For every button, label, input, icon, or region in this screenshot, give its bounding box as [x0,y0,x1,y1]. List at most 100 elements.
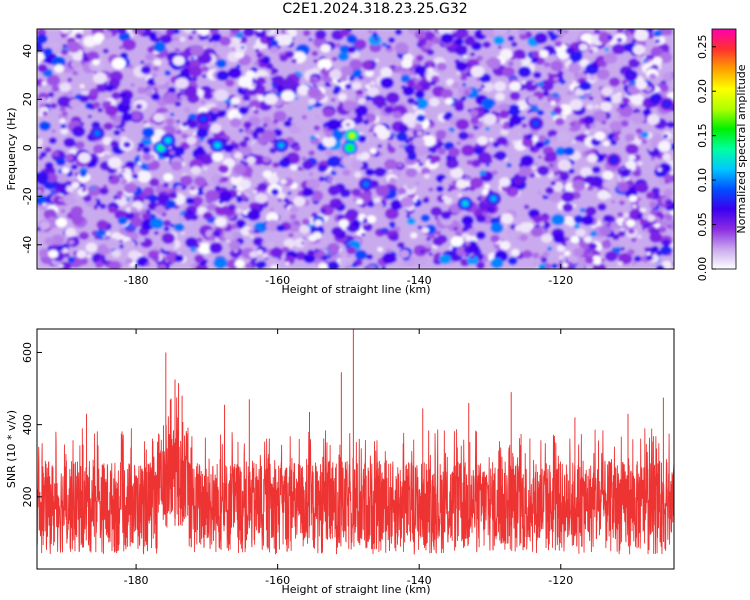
heatmap-cell [414,90,425,99]
heatmap-cell [136,147,142,152]
heatmap-cell [253,61,259,66]
heatmap-cell [592,110,607,122]
heatmap-cell [388,37,396,44]
heatmap-cell [283,198,290,203]
heatmap-cell [645,191,655,200]
heatmap-cell [630,155,636,160]
heatmap-cell [63,252,70,258]
heatmap-cell [265,219,280,232]
heatmap-cell [250,235,254,239]
heatmap-cell [302,187,314,197]
heatmap-cell [608,77,621,87]
heatmap-cell [616,253,621,257]
heatmap-cell [219,36,232,46]
heatmap-cell [564,250,571,256]
heatmap-cell [593,258,602,265]
heatmap-cell [464,36,476,47]
heatmap-cell [409,127,413,131]
heatmap-cell [238,76,253,88]
heatmap-cell [266,212,279,223]
heatmap-cell [342,169,351,176]
heatmap-cell [150,92,161,101]
heatmap-cell [601,258,605,262]
heatmap-cell [92,59,100,66]
heatmap-cell [179,94,187,101]
heatmap-cell [358,217,364,222]
heatmap-cell [120,128,126,132]
heatmap-cell [208,38,214,43]
heatmap-cell [524,80,538,92]
heatmap-cell [134,212,141,218]
heatmap-cell [454,37,464,46]
heatmap-cell [313,125,321,131]
heatmap-cell [332,88,340,95]
heatmap-cell [246,156,256,165]
heatmap-cell [588,96,594,101]
heatmap-cell [617,182,629,193]
heatmap-cell [345,122,351,127]
heatmap-cell [232,185,237,189]
heatmap-cell [439,254,452,265]
heatmap-cell [256,249,263,255]
heatmap-cell [329,197,343,209]
heatmap-cell [404,139,410,144]
heatmap-cell [149,177,160,187]
heatmap-cell [563,29,569,34]
heatmap-cell [547,173,554,179]
heatmap-cell [153,113,165,123]
heatmap-cell [463,90,470,96]
heatmap-cell [302,218,310,226]
heatmap-cell [180,175,193,186]
heatmap-cell [37,59,41,65]
heatmap-cell [421,227,429,234]
heatmap-cell [98,257,104,262]
heatmap-cell [510,248,520,257]
heatmap-cell [545,152,558,163]
heatmap-cell [50,189,56,194]
heatmap-cell [540,213,550,222]
heatmap-cell [256,29,263,32]
heatmap-cell [449,181,454,186]
heatmap-cell [651,245,659,253]
heatmap-cell [476,55,484,62]
heatmap-cell [116,29,127,35]
heatmap-cell [482,41,491,49]
heatmap-cell [105,238,120,250]
heatmap-cell [551,263,558,269]
heatmap-cell [539,49,549,58]
heatmap-cell [534,32,548,44]
heatmap-cell [297,166,303,171]
heatmap-cell [72,53,83,62]
heatmap-cell [550,100,556,106]
heatmap-cell [37,171,49,183]
heatmap-cell [623,69,638,82]
heatmap-cell [273,110,287,122]
heatmap-cell [534,162,539,166]
heatmap-cell [342,100,357,112]
heatmap-cell [272,119,279,124]
heatmap-cell [633,255,642,262]
heatmap-cell [384,207,399,220]
heatmap-cell [223,144,234,153]
heatmap-cell [641,139,648,144]
heatmap-cell [534,140,545,149]
heatmap-cell [440,210,452,220]
heatmap-cell [231,223,239,230]
heatmap-cell [534,262,538,266]
heatmap-cell [113,129,121,136]
heatmap-cell [234,259,245,268]
heatmap-cell [657,178,667,186]
heatmap-cell [79,84,85,89]
heatmap-cell [650,209,658,216]
heatmap-cell [120,97,132,107]
heatmap-cell [107,157,122,169]
heatmap-cell [499,240,511,250]
heatmap-cell [238,106,249,115]
heatmap-cell [537,81,544,88]
heatmap-cell [428,187,434,192]
heatmap-cell [175,129,182,135]
heatmap-cell [391,132,397,137]
heatmap-cell [240,46,245,49]
heatmap-cell [340,65,354,77]
heatmap-cell [580,167,593,178]
